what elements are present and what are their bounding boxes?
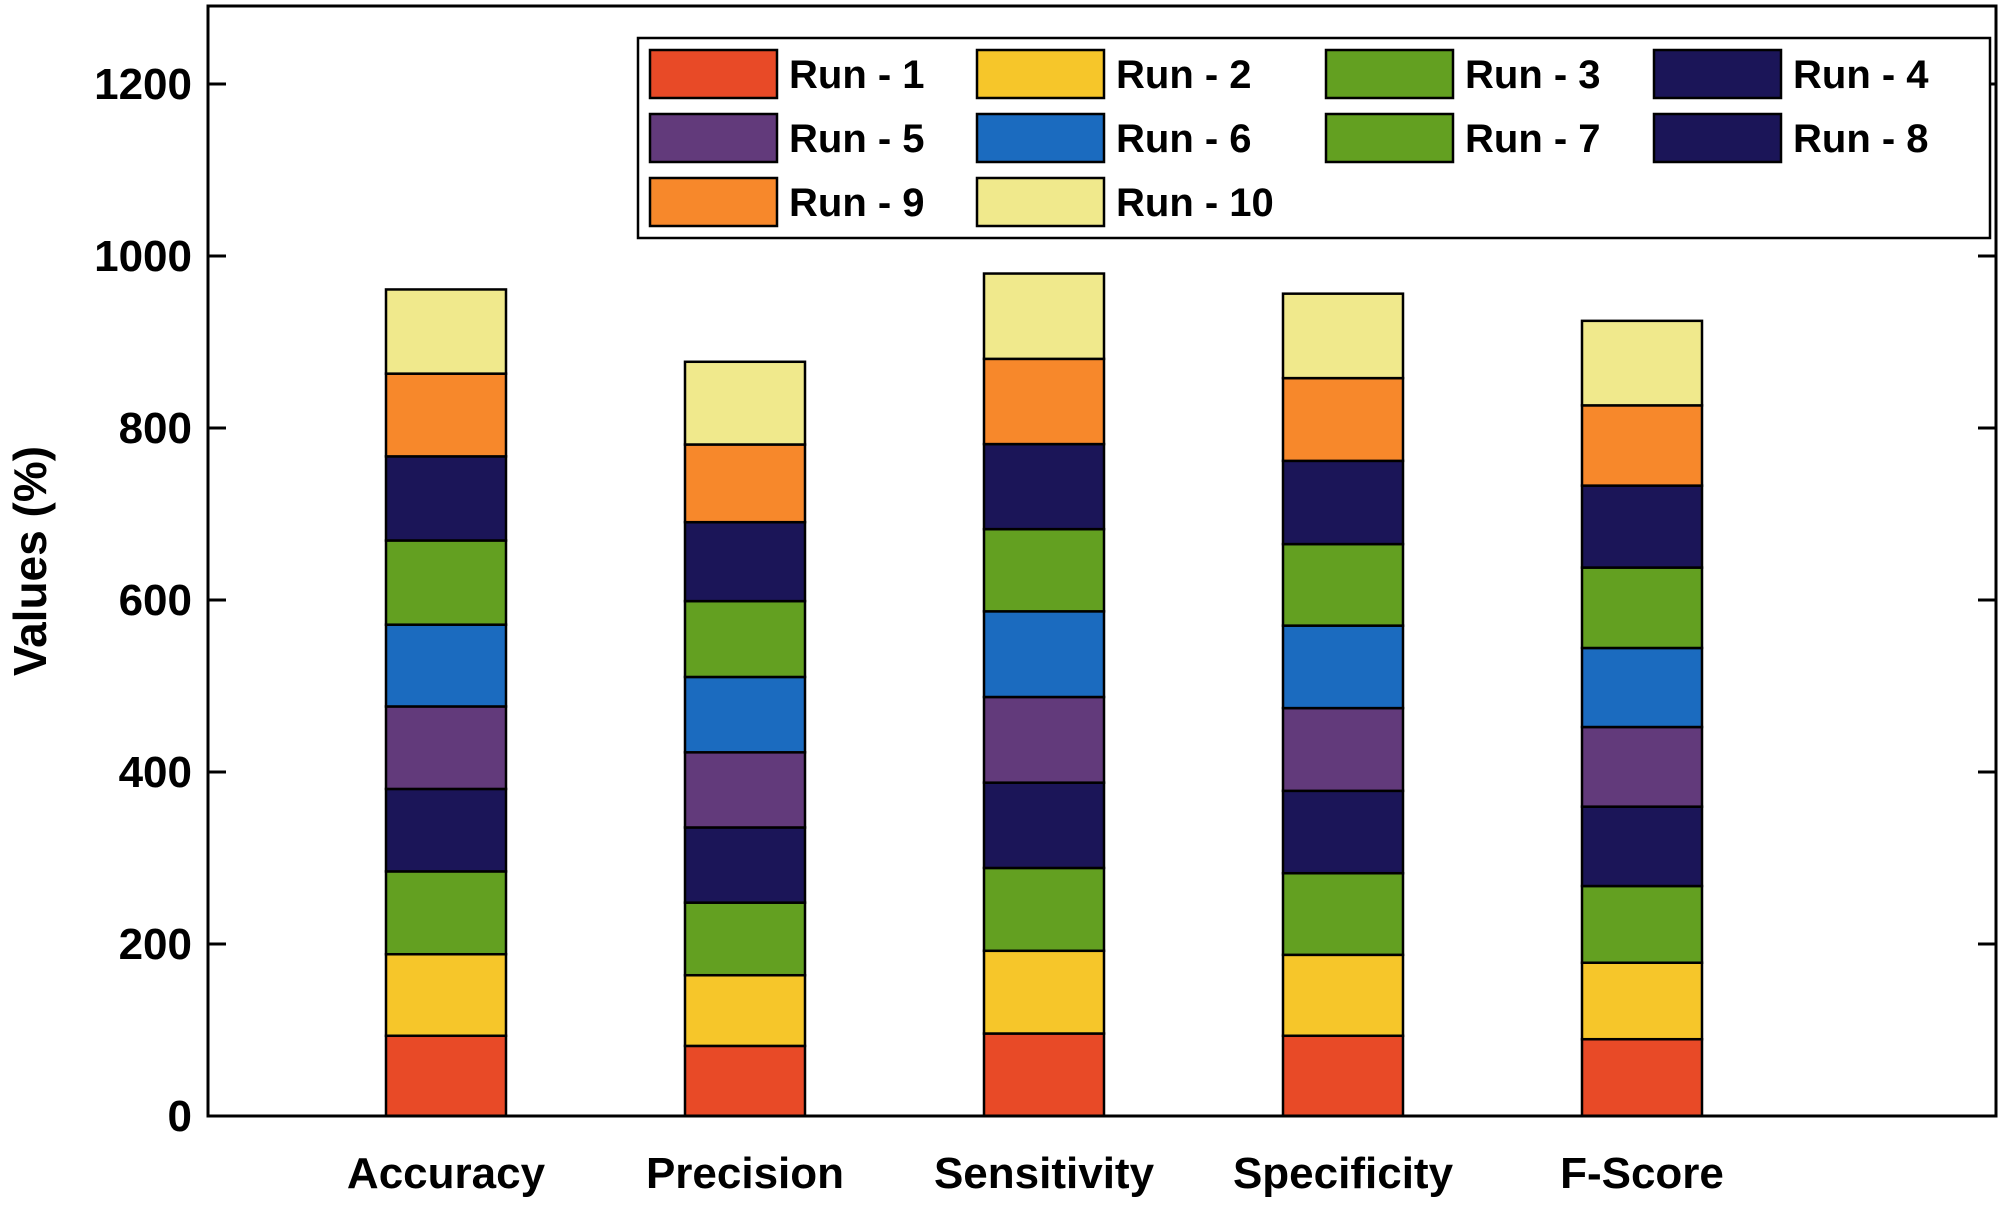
bar-segment-specificity-run-2 bbox=[1281, 953, 1405, 1038]
legend-label-run-3: Run - 3 bbox=[1465, 53, 1601, 97]
bar-segment-f-score-run-7 bbox=[1580, 566, 1704, 650]
bar-segment-precision-run-8 bbox=[683, 520, 807, 603]
legend-label-run-5: Run - 5 bbox=[789, 117, 925, 161]
legend-swatch-run-3 bbox=[1324, 48, 1455, 100]
bar-segment-specificity-run-1 bbox=[1281, 1034, 1405, 1118]
bar-segment-sensitivity-run-1 bbox=[982, 1032, 1106, 1118]
bar-segment-specificity-run-10 bbox=[1281, 292, 1405, 380]
y-tick-label: 800 bbox=[119, 404, 192, 453]
bar-segment-specificity-run-8 bbox=[1281, 459, 1405, 546]
bar-segment-precision-run-2 bbox=[683, 973, 807, 1048]
legend-label-run-8: Run - 8 bbox=[1793, 117, 1929, 161]
bar-segment-sensitivity-run-9 bbox=[982, 357, 1106, 446]
bars-layer bbox=[384, 272, 1704, 1118]
legend-label-run-1: Run - 1 bbox=[789, 53, 925, 97]
legend-swatch-run-7 bbox=[1324, 112, 1455, 164]
y-tick-label: 200 bbox=[119, 920, 192, 969]
legend-label-run-10: Run - 10 bbox=[1116, 181, 1274, 225]
bar-segment-accuracy-run-4 bbox=[384, 787, 508, 873]
bar-segment-sensitivity-run-4 bbox=[982, 781, 1106, 870]
bar-segment-f-score-run-10 bbox=[1580, 319, 1704, 407]
legend-swatch-run-2 bbox=[975, 48, 1106, 100]
bar-segment-accuracy-run-5 bbox=[384, 705, 508, 791]
legend-label-run-7: Run - 7 bbox=[1465, 117, 1601, 161]
bar-segment-sensitivity-run-7 bbox=[982, 527, 1106, 613]
bar-segment-accuracy-run-10 bbox=[384, 288, 508, 375]
bar-segment-f-score-run-9 bbox=[1580, 404, 1704, 487]
bar-segment-accuracy-run-8 bbox=[384, 455, 508, 542]
y-axis-title: Values (%) bbox=[4, 446, 56, 676]
x-category-label: Precision bbox=[646, 1149, 844, 1198]
bar-segment-sensitivity-run-3 bbox=[982, 866, 1106, 953]
bar-segment-precision-run-1 bbox=[683, 1044, 807, 1118]
bar-segment-f-score-run-8 bbox=[1580, 484, 1704, 569]
y-tick-label: 0 bbox=[168, 1092, 192, 1141]
legend-label-run-2: Run - 2 bbox=[1116, 53, 1252, 97]
bar-segment-precision-run-7 bbox=[683, 599, 807, 679]
bar-segment-f-score-run-4 bbox=[1580, 805, 1704, 888]
bar-segment-accuracy-run-7 bbox=[384, 539, 508, 626]
legend: Run - 1 Run - 2 Run - 3 Run - 4 Run - 5 Run -… bbox=[636, 36, 1992, 240]
legend-swatch-run-10 bbox=[975, 176, 1106, 228]
plot-area-frame bbox=[206, 4, 1998, 1118]
bar-segment-precision-run-9 bbox=[683, 443, 807, 524]
x-axis: Accuracy Precision Sensitivity Specificity F… bbox=[347, 1149, 1724, 1198]
bar-segment-accuracy-run-9 bbox=[384, 372, 508, 458]
bar-segment-precision-run-4 bbox=[683, 826, 807, 904]
bar-segment-accuracy-run-6 bbox=[384, 623, 508, 708]
bar-segment-sensitivity-run-8 bbox=[982, 442, 1106, 531]
x-category-label: Sensitivity bbox=[934, 1149, 1155, 1198]
bar-segment-f-score-run-5 bbox=[1580, 725, 1704, 808]
legend-swatch-run-1 bbox=[648, 48, 779, 100]
y-tick-label: 1200 bbox=[94, 60, 192, 109]
y-tick-label: 400 bbox=[119, 748, 192, 797]
y-tick-label: 600 bbox=[119, 576, 192, 625]
legend-swatch-run-9 bbox=[648, 176, 779, 228]
legend-swatch-run-6 bbox=[975, 112, 1106, 164]
bar-segment-sensitivity-run-5 bbox=[982, 695, 1106, 784]
y-axis: 0 200 400 600 800 1000 1200 bbox=[94, 60, 1996, 1141]
x-category-label: F-Score bbox=[1560, 1149, 1724, 1198]
legend-label-run-4: Run - 4 bbox=[1793, 53, 1929, 97]
bar-segment-precision-run-3 bbox=[683, 901, 807, 977]
bar-segment-precision-run-5 bbox=[683, 751, 807, 829]
bar-segment-f-score-run-6 bbox=[1580, 646, 1704, 729]
bar-segment-precision-run-10 bbox=[683, 360, 807, 446]
legend-swatch-run-4 bbox=[1652, 48, 1783, 100]
legend-label-run-6: Run - 6 bbox=[1116, 117, 1252, 161]
bar-segment-sensitivity-run-10 bbox=[982, 272, 1106, 361]
bar-segment-accuracy-run-1 bbox=[384, 1034, 508, 1118]
bar-segment-specificity-run-3 bbox=[1281, 871, 1405, 957]
bar-segment-accuracy-run-3 bbox=[384, 870, 508, 956]
bar-segment-f-score-run-2 bbox=[1580, 961, 1704, 1041]
bar-segment-precision-run-6 bbox=[683, 675, 807, 754]
bar-segment-specificity-run-9 bbox=[1281, 376, 1405, 463]
legend-swatch-run-5 bbox=[648, 112, 779, 164]
bar-segment-f-score-run-3 bbox=[1580, 884, 1704, 964]
bar-segment-specificity-run-7 bbox=[1281, 542, 1405, 627]
bar-segment-specificity-run-4 bbox=[1281, 789, 1405, 875]
bar-segment-f-score-run-1 bbox=[1580, 1037, 1704, 1118]
bar-segment-specificity-run-6 bbox=[1281, 624, 1405, 710]
x-category-label: Specificity bbox=[1233, 1149, 1454, 1198]
bar-segment-sensitivity-run-2 bbox=[982, 949, 1106, 1035]
y-tick-label: 1000 bbox=[94, 232, 192, 281]
legend-swatch-run-8 bbox=[1652, 112, 1783, 164]
x-category-label: Accuracy bbox=[347, 1149, 546, 1198]
bar-segment-specificity-run-5 bbox=[1281, 706, 1405, 793]
bar-segment-sensitivity-run-6 bbox=[982, 610, 1106, 699]
bar-segment-accuracy-run-2 bbox=[384, 952, 508, 1038]
legend-label-run-9: Run - 9 bbox=[789, 181, 925, 225]
